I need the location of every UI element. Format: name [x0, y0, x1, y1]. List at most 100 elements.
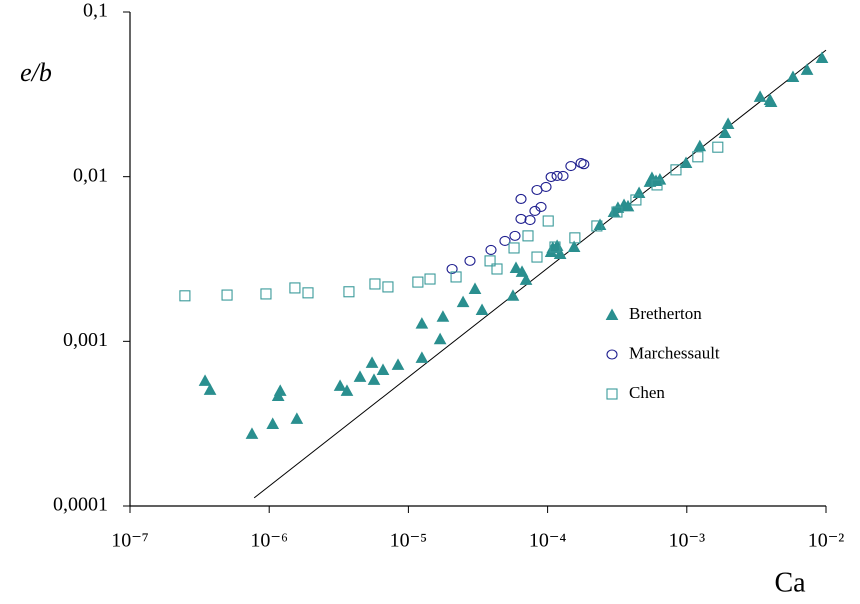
- triangle-marker: [415, 317, 429, 329]
- circle-marker: [606, 349, 618, 360]
- square-marker: [302, 287, 314, 299]
- legend-label: Marchessault: [629, 343, 720, 362]
- square-marker: [343, 286, 355, 298]
- square-marker: [569, 232, 581, 244]
- circle-marker: [540, 181, 552, 193]
- square-marker: [591, 220, 603, 232]
- triangle-marker: [367, 373, 381, 385]
- triangle-marker: [786, 70, 800, 82]
- circle-marker: [578, 159, 590, 170]
- triangle-marker: [273, 384, 287, 396]
- triangle-marker: [753, 90, 767, 102]
- square-marker: [611, 206, 623, 218]
- square-marker: [424, 273, 436, 285]
- square-marker: [484, 255, 496, 267]
- triangle-marker: [815, 51, 829, 63]
- triangle-marker: [800, 63, 814, 75]
- triangle-marker: [764, 95, 778, 108]
- triangle-marker: [415, 351, 429, 363]
- triangle-marker: [519, 273, 533, 285]
- square-marker: [412, 276, 424, 288]
- circle-marker: [524, 215, 536, 226]
- triangle-marker: [353, 370, 367, 382]
- circle-marker: [515, 193, 527, 205]
- legend-label: Bretherton: [629, 304, 702, 323]
- triangle-marker: [721, 117, 735, 129]
- triangle-marker: [391, 358, 405, 370]
- triangle-marker: [340, 384, 354, 396]
- x-axis-label: Ca: [774, 567, 806, 598]
- triangle-marker: [266, 417, 280, 429]
- circle-marker: [565, 161, 577, 172]
- triangle-marker: [515, 265, 529, 277]
- triangle-marker: [198, 374, 212, 386]
- x-tick-label: 10⁻³: [669, 530, 706, 552]
- triangle-marker: [593, 218, 607, 230]
- circle-marker: [485, 244, 497, 255]
- x-tick-label: 10⁻²: [808, 530, 845, 552]
- triangle-marker: [376, 363, 390, 375]
- triangle-marker: [203, 383, 217, 395]
- y-tick-label: 0,1: [83, 0, 108, 22]
- circle-marker: [499, 235, 511, 247]
- triangle-marker: [553, 247, 567, 260]
- triangle-marker: [333, 379, 347, 391]
- triangle-marker: [621, 199, 635, 212]
- square-marker: [542, 215, 554, 227]
- triangle-marker: [290, 412, 304, 424]
- square-marker: [369, 278, 381, 290]
- circle-marker: [557, 170, 569, 182]
- triangle-marker: [653, 173, 667, 185]
- triangle-marker: [475, 303, 489, 315]
- triangle-marker: [433, 332, 447, 345]
- triangle-marker: [456, 295, 470, 308]
- triangle-marker: [605, 308, 619, 320]
- x-tick-label: 10⁻⁴: [529, 530, 567, 552]
- triangle-marker: [632, 186, 646, 198]
- y-tick-label: 0,001: [63, 329, 108, 351]
- square-marker: [670, 164, 682, 176]
- triangle-marker: [365, 356, 379, 368]
- square-marker: [522, 230, 534, 242]
- circle-marker: [515, 213, 527, 224]
- triangle-marker: [679, 156, 693, 169]
- square-marker: [531, 251, 543, 263]
- square-marker: [179, 290, 191, 302]
- circle-marker: [446, 263, 458, 275]
- legend-label: Chen: [629, 383, 665, 402]
- fit-line: [253, 49, 827, 499]
- square-marker: [450, 271, 462, 283]
- triangle-marker: [468, 282, 482, 294]
- y-axis-label: e/b: [20, 58, 52, 87]
- x-tick-label: 10⁻⁷: [111, 530, 149, 552]
- square-marker: [221, 289, 233, 301]
- circle-marker: [509, 230, 521, 241]
- square-marker: [260, 288, 272, 300]
- y-tick-label: 0,0001: [53, 494, 108, 516]
- square-marker: [491, 263, 503, 275]
- square-marker: [382, 281, 394, 293]
- x-tick-label: 10⁻⁶: [250, 530, 288, 552]
- square-marker: [630, 194, 642, 206]
- circle-marker: [535, 201, 547, 212]
- y-tick-label: 0,01: [73, 164, 108, 186]
- square-marker: [549, 241, 561, 253]
- triangle-marker: [509, 261, 523, 273]
- square-marker: [289, 282, 301, 294]
- square-marker: [712, 141, 724, 153]
- square-marker: [651, 179, 663, 191]
- square-marker: [606, 388, 618, 400]
- square-marker: [692, 151, 704, 163]
- circle-marker: [545, 171, 557, 183]
- triangle-marker: [436, 310, 450, 322]
- circle-marker: [551, 170, 563, 182]
- triangle-marker: [506, 289, 520, 301]
- triangle-marker: [718, 126, 732, 139]
- triangle-marker: [245, 427, 259, 439]
- circle-marker: [464, 255, 476, 266]
- triangle-marker: [567, 240, 581, 252]
- square-marker: [508, 242, 520, 254]
- x-tick-label: 10⁻⁵: [390, 530, 428, 552]
- triangle-marker: [693, 139, 707, 152]
